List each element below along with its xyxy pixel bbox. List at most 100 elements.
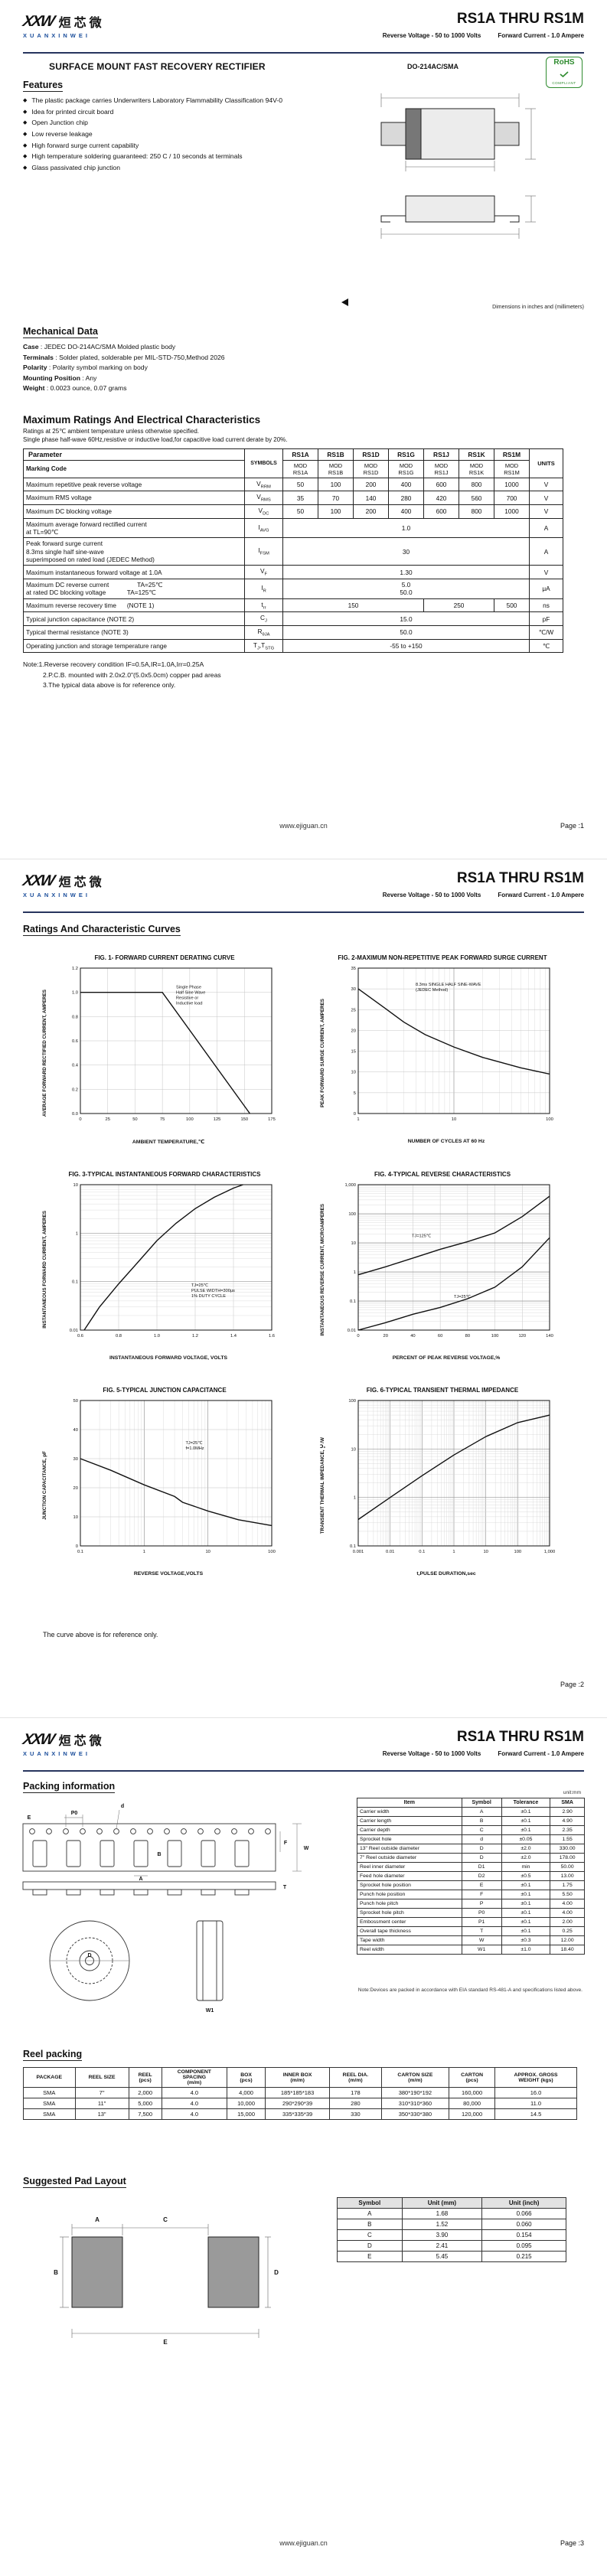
value: -55 to +150 [282,638,530,654]
svg-text:100: 100 [546,1117,553,1122]
table-row: 7" Reel outside diameter D ±2.0 178.00 [357,1853,585,1863]
value: 280 [388,491,424,505]
table-row: SMA 7" 2,000 4.0 4,000 185*185*183 178 380*190*… [23,2087,577,2098]
svg-text:10: 10 [73,1183,78,1188]
table-row: Maximum reverse recovery time (NOTE 1) tr… [23,598,563,613]
cell: ±0.1 [501,1917,551,1927]
mechanical-data-row: Terminals : Solder plated, solderable pe… [23,353,225,361]
website: www.ejiguan.cn [279,822,328,830]
dim-label: E [28,1815,31,1821]
figure-title: FIG. 4-TYPICAL REVERSE CHARACTERISTICS [374,1171,511,1179]
device-rs1k: RS1K [459,448,494,461]
series-cj-curve [80,1458,272,1527]
y-axis-label: AVERAGE FORWARD RECTIFIED CURRENT, AMPER… [42,990,47,1117]
value: 1.0 [282,517,530,539]
ratings-condition-1: Ratings at 25℃ ambient temperature unles… [23,428,199,435]
diamond-bullet-icon: ◆ [23,132,28,138]
svg-text:10: 10 [73,1515,78,1520]
cell: 7" [74,2087,129,2098]
figure-fig6: FIG. 6-TYPICAL TRANSIENT THERMAL IMPEDAN… [320,1379,564,1577]
cell: 4.00 [550,1908,585,1918]
value: 100 [318,477,354,492]
cell: ±0.1 [501,1807,551,1817]
svg-text:0.8: 0.8 [72,1015,78,1019]
device-rs1m: RS1M [494,448,530,461]
table-row: Overall tape thickness T ±0.1 0.25 [357,1926,585,1936]
cell: B [337,2219,403,2230]
unit: A [529,517,563,539]
column-header: REEL DIA. (m/m) [329,2067,382,2088]
logo-mark: XXW [21,872,55,889]
page-header: XXW 烜芯微 XUANXINWEI RS1A THRU RS1M Revers… [21,11,584,54]
cell: E [461,1880,502,1890]
svg-text:1,000: 1,000 [344,1183,356,1188]
parameter: Maximum DC blocking voltage [23,504,245,519]
svg-text:25: 25 [351,1008,356,1012]
cell: 185*185*183 [265,2087,331,2098]
cell: ±2.0 [501,1844,551,1854]
x-axis-label: INSTANTANEOUS FORWARD VOLTAGE, VOLTS [109,1355,228,1361]
cell: ±0.1 [501,1816,551,1826]
figure-title: FIG. 3-TYPICAL INSTANTANEOUS FORWARD CHA… [68,1171,261,1179]
cell: Carrier depth [357,1825,462,1835]
cell: 1.55 [550,1834,585,1844]
table-row: Carrier length B ±0.1 4.90 [357,1816,585,1826]
cell: 4.0 [161,2098,228,2109]
column-header: Item [357,1798,462,1808]
value: 600 [423,477,459,492]
logo-english-name: XUANXINWEI [23,32,90,39]
cell: 1.68 [401,2208,483,2219]
y-axis-label: JUNCTION CAPACITANCE, pF [42,1450,47,1521]
value: 150 [282,598,424,613]
symbol: IAVG [244,517,283,539]
column-header: REEL (pcs) [128,2067,162,2088]
cell: ±2.0 [501,1853,551,1863]
figure-fig1: FIG. 1- FORWARD CURRENT DERATING CURVE AV… [42,947,286,1145]
svg-text:0.01: 0.01 [70,1329,78,1333]
svg-text:120: 120 [518,1334,526,1339]
device-rs1j: RS1J [423,448,459,461]
page-header: XXW 烜芯微 XUANXINWEI RS1A THRU RS1M Revers… [21,1729,584,1772]
cell: 178 [329,2087,382,2098]
mechanical-data-list: Case : JEDEC DO-214AC/SMA Molded plastic… [23,343,577,392]
cell: D [337,2240,403,2252]
cell: W [461,1935,502,1945]
cell: D1 [461,1862,502,1872]
dim-label: d [121,1804,124,1809]
value: 700 [494,491,530,505]
doc-title: RS1A THRU RS1M [456,870,584,886]
features-list: ◆ The plastic package carries Underwriter… [23,96,308,172]
note-line: 3.The typical data above is for referenc… [43,680,176,689]
cell: 380*190*192 [380,2087,450,2098]
parameter: Maximum reverse recovery time (NOTE 1) [23,598,245,613]
cell: 14.5 [494,2108,577,2120]
table-row: Reel inner diameter D1 min 50.00 [357,1862,585,1872]
y-axis-label: INSTANTANEOUS FORWARD CURRENT, AMPERES [42,1211,47,1329]
cell: Tape width [357,1935,462,1945]
table-row: Punch hole pitch P ±0.1 4.00 [357,1899,585,1909]
cell: Carrier length [357,1816,462,1826]
cell: ±0.5 [501,1871,551,1881]
cell: d [461,1834,502,1844]
marking-code: MOD RS1B [318,459,354,478]
svg-text:1.4: 1.4 [230,1334,237,1339]
pad-layout-section: Suggested Pad Layout A C B D E [23,2174,577,2350]
series-tj-25 [357,1237,550,1331]
svg-text:0: 0 [79,1117,81,1122]
unit-note: unit:mm [563,1790,581,1795]
svg-text:100: 100 [348,1212,356,1217]
diamond-bullet-icon: ◆ [23,154,28,160]
brand-logo: XXW 烜芯微 XUANXINWEI [21,12,105,39]
svg-text:25: 25 [105,1117,109,1122]
doc-subtitle: Reverse Voltage - 50 to 1000 Volts Forwar… [382,1750,584,1757]
column-header: Symbol [461,1798,502,1808]
svg-text:50: 50 [132,1117,137,1122]
marking-code: MOD RS1K [459,459,494,478]
svg-text:1.0: 1.0 [72,991,78,996]
svg-text:0: 0 [357,1334,359,1339]
cell: 7" Reel outside diameter [357,1853,462,1863]
feature-item: ◆ High temperature soldering guaranteed: … [23,152,308,161]
cell: B [461,1816,502,1826]
cell: 2,000 [128,2087,162,2098]
